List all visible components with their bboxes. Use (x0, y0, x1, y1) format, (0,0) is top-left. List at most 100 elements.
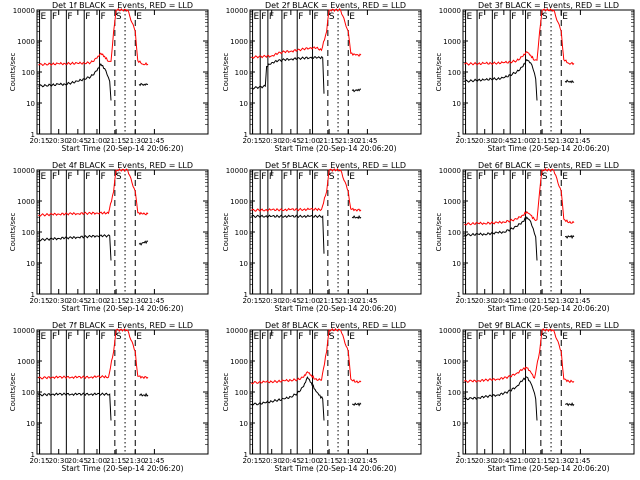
x-tick-label: 21:30 (551, 457, 571, 465)
x-tick-label: 21:15 (106, 297, 126, 305)
x-tick-label: 21:30 (338, 137, 358, 145)
lld-series-line (38, 8, 149, 67)
y-tick-label: 100 (448, 389, 461, 397)
event-marker-label: E (562, 332, 568, 342)
y-tick-label: 10 (239, 100, 248, 108)
x-tick-label: 20:30 (49, 137, 69, 145)
x-tick-label: 20:45 (281, 297, 301, 305)
y-axis-label: Counts/sec (9, 213, 17, 252)
y-tick-label: 1000 (17, 38, 35, 46)
x-tick-label: 21:30 (551, 137, 571, 145)
panel-title: Det 8f BLACK = Events, RED = LLD (265, 321, 406, 330)
x-tick-label: 21:00 (87, 457, 107, 465)
lld-series-line (38, 168, 149, 217)
panel-8: Det 8f BLACK = Events, RED = LLD 1 10 100 10… (222, 321, 422, 473)
x-tick-label: 21:45 (357, 137, 377, 145)
x-tick-label: 20:15 (29, 457, 49, 465)
x-tick-label: 20:15 (242, 137, 262, 145)
event-marker-label: F (493, 332, 498, 342)
x-tick-label: 21:30 (338, 297, 358, 305)
panel-title: Det 1f BLACK = Events, RED = LLD (52, 1, 193, 10)
x-tick-label: 20:45 (68, 457, 88, 465)
y-tick-label: 100 (448, 229, 461, 237)
y-tick-label: 100 (22, 389, 35, 397)
y-tick-label: 10000 (13, 167, 35, 175)
y-tick-label: 1 (244, 291, 248, 299)
events-series-line (464, 216, 538, 261)
x-tick-label: 21:45 (570, 297, 590, 305)
event-marker-label: F (101, 172, 106, 182)
event-marker-label: F (314, 12, 319, 22)
event-marker-label: E (349, 172, 355, 182)
events-series-line (352, 402, 362, 407)
event-marker-label: E (562, 12, 568, 22)
lld-series-line (250, 328, 362, 385)
event-marker-label: F (511, 172, 516, 182)
lld-series-line (251, 8, 362, 59)
x-tick-label: 20:45 (281, 457, 301, 465)
event-marker-label: E (467, 332, 473, 342)
x-tick-label: 21:30 (125, 457, 145, 465)
events-series-line (564, 79, 575, 84)
event-marker-label: F (298, 12, 303, 22)
event-marker-label: F (85, 12, 90, 22)
event-marker-label: F (527, 172, 532, 182)
event-marker-label: E (136, 172, 142, 182)
x-tick-label: 21:45 (570, 137, 590, 145)
event-marker-label: E (136, 12, 142, 22)
y-tick-label: 10 (452, 100, 461, 108)
event-marker-label: F (298, 332, 303, 342)
x-tick-label: 20:30 (262, 137, 282, 145)
event-marker-label: F (85, 332, 90, 342)
events-series-line (37, 392, 112, 421)
y-axis-label: Counts/sec (222, 213, 230, 252)
event-marker-label: E (349, 332, 355, 342)
panel-7: Det 7f BLACK = Events, RED = LLD 1 10 100 10… (9, 321, 209, 473)
y-tick-label: 100 (22, 229, 35, 237)
x-tick-label: 21:00 (300, 457, 320, 465)
event-marker-label: F (52, 172, 57, 182)
y-tick-label: 10000 (13, 327, 35, 335)
x-tick-label: 20:30 (475, 297, 495, 305)
panel-title: Det 4f BLACK = Events, RED = LLD (52, 161, 193, 170)
lld-series-line (251, 168, 362, 212)
y-tick-label: 10 (452, 260, 461, 268)
panel-1: Det 1f BLACK = Events, RED = LLD 1 10 100 10… (9, 1, 209, 153)
x-axis-label: Start Time (20-Sep-14 20:06:20) (275, 464, 397, 473)
event-marker-label: F (261, 332, 266, 342)
x-tick-label: 21:15 (319, 457, 339, 465)
y-tick-label: 1000 (443, 198, 461, 206)
event-marker-label: E (254, 12, 260, 22)
event-marker-label: S (542, 172, 548, 182)
y-tick-label: 10 (452, 420, 461, 428)
event-marker-label: F (283, 12, 288, 22)
x-tick-label: 21:00 (87, 297, 107, 305)
event-marker-label: E (349, 12, 355, 22)
axes-frame (36, 9, 209, 135)
panel-title: Det 7f BLACK = Events, RED = LLD (52, 321, 193, 330)
y-tick-label: 100 (448, 69, 461, 77)
axes-frame (249, 329, 422, 455)
y-tick-label: 1 (457, 291, 461, 299)
panel-4: Det 4f BLACK = Events, RED = LLD 1 10 100 10… (9, 161, 209, 313)
y-tick-label: 1000 (443, 38, 461, 46)
x-tick-label: 20:45 (494, 137, 514, 145)
event-marker-label: S (116, 332, 122, 342)
event-marker-label: E (562, 172, 568, 182)
event-marker-label: F (101, 12, 106, 22)
event-marker-label: E (254, 332, 260, 342)
x-axis-label: Start Time (20-Sep-14 20:06:20) (62, 464, 184, 473)
event-marker-label: F (511, 332, 516, 342)
x-tick-label: 20:15 (242, 457, 262, 465)
event-marker-label: F (67, 332, 72, 342)
event-marker-label: E (136, 332, 142, 342)
event-marker-label: F (85, 172, 90, 182)
event-marker-label: S (329, 172, 335, 182)
event-marker-label: F (269, 12, 274, 22)
event-marker-label: F (261, 12, 266, 22)
panel-6: Det 6f BLACK = Events, RED = LLD 1 10 100 10… (435, 161, 635, 313)
x-tick-label: 21:15 (106, 137, 126, 145)
x-tick-label: 20:30 (262, 297, 282, 305)
y-tick-label: 100 (235, 389, 248, 397)
panel-title: Det 3f BLACK = Events, RED = LLD (478, 1, 619, 10)
